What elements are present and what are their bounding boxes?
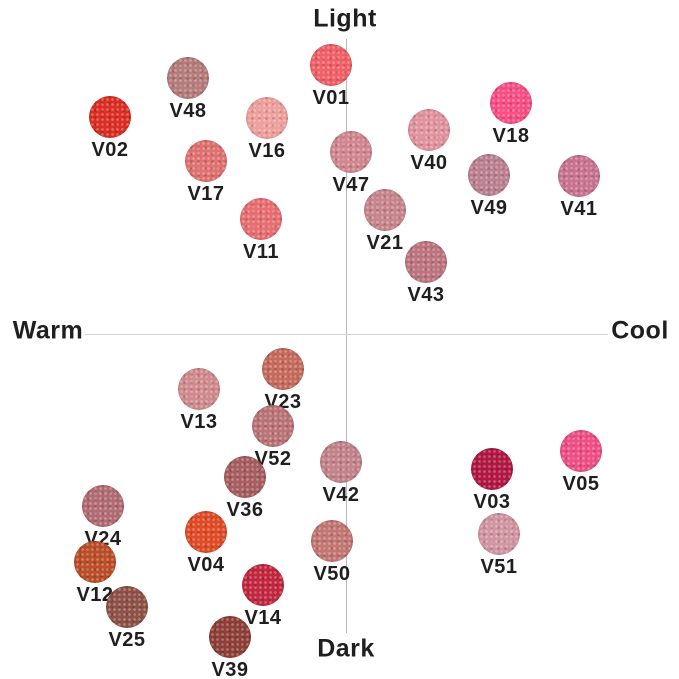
shade-color-circle-icon bbox=[310, 44, 352, 86]
shade-swatch-v12: V12 bbox=[74, 541, 116, 606]
shade-label: V48 bbox=[169, 100, 207, 122]
shade-swatch-v02: V02 bbox=[89, 96, 131, 161]
shade-color-circle-icon bbox=[89, 96, 131, 138]
axis-label-warm: Warm bbox=[12, 316, 84, 345]
shade-color-circle-icon bbox=[82, 485, 124, 527]
shade-label: V05 bbox=[562, 473, 600, 495]
shade-label: V36 bbox=[226, 499, 264, 521]
shade-label: V41 bbox=[560, 198, 598, 220]
shade-swatch-v17: V17 bbox=[185, 140, 227, 205]
shade-swatch-v16: V16 bbox=[246, 97, 288, 162]
shade-swatch-v48: V48 bbox=[167, 57, 209, 122]
shade-label: V13 bbox=[180, 411, 218, 433]
shade-color-circle-icon bbox=[468, 154, 510, 196]
shade-label: V03 bbox=[473, 491, 511, 513]
shade-label: V51 bbox=[480, 556, 518, 578]
shade-swatch-v42: V42 bbox=[320, 441, 362, 506]
shade-swatch-v47: V47 bbox=[330, 131, 372, 196]
shade-color-circle-icon bbox=[311, 520, 353, 562]
shade-swatch-v18: V18 bbox=[490, 82, 532, 147]
shade-swatch-v25: V25 bbox=[106, 586, 148, 651]
shade-color-circle-icon bbox=[167, 57, 209, 99]
vertical-axis-line bbox=[346, 39, 347, 633]
shade-color-circle-icon bbox=[490, 82, 532, 124]
shade-color-circle-icon bbox=[224, 456, 266, 498]
shade-swatch-v04: V04 bbox=[185, 511, 227, 576]
shade-swatch-v40: V40 bbox=[408, 109, 450, 174]
shade-swatch-v05: V05 bbox=[560, 430, 602, 495]
shade-color-circle-icon bbox=[405, 241, 447, 283]
shade-label: V47 bbox=[332, 174, 370, 196]
shade-label: V18 bbox=[492, 125, 530, 147]
shade-label: V52 bbox=[254, 448, 292, 470]
shade-color-circle-icon bbox=[106, 586, 148, 628]
shade-swatch-v11: V11 bbox=[240, 198, 282, 263]
shade-color-circle-icon bbox=[242, 564, 284, 606]
shade-label: V01 bbox=[312, 87, 350, 109]
axis-label-cool: Cool bbox=[611, 316, 669, 345]
shade-swatch-v03: V03 bbox=[471, 448, 513, 513]
shade-color-circle-icon bbox=[178, 368, 220, 410]
shade-color-circle-icon bbox=[246, 97, 288, 139]
shade-color-circle-icon bbox=[560, 430, 602, 472]
shade-color-circle-icon bbox=[408, 109, 450, 151]
shade-swatch-v13: V13 bbox=[178, 368, 220, 433]
shade-color-circle-icon bbox=[364, 189, 406, 231]
shade-swatch-v43: V43 bbox=[405, 241, 447, 306]
shade-label: V42 bbox=[322, 484, 360, 506]
shade-color-circle-icon bbox=[471, 448, 513, 490]
shade-label: V39 bbox=[211, 659, 249, 679]
shade-label: V40 bbox=[410, 152, 448, 174]
shade-swatch-v01: V01 bbox=[310, 44, 352, 109]
shade-swatch-v50: V50 bbox=[311, 520, 353, 585]
shade-color-circle-icon bbox=[330, 131, 372, 173]
shade-label: V12 bbox=[76, 584, 114, 606]
shade-label: V21 bbox=[366, 232, 404, 254]
shade-color-circle-icon bbox=[478, 513, 520, 555]
shade-color-circle-icon bbox=[74, 541, 116, 583]
shade-label: V04 bbox=[187, 554, 225, 576]
shade-label: V49 bbox=[470, 197, 508, 219]
shade-swatch-v14: V14 bbox=[242, 564, 284, 629]
shade-color-circle-icon bbox=[558, 155, 600, 197]
axis-label-light: Light bbox=[313, 4, 377, 33]
shade-swatch-v36: V36 bbox=[224, 456, 266, 521]
shade-label: V14 bbox=[244, 607, 282, 629]
shade-swatch-v21: V21 bbox=[364, 189, 406, 254]
shade-swatch-v52: V52 bbox=[252, 405, 294, 470]
shade-color-circle-icon bbox=[185, 140, 227, 182]
shade-swatch-v23: V23 bbox=[262, 348, 304, 413]
shade-color-circle-icon bbox=[320, 441, 362, 483]
shade-color-circle-icon bbox=[209, 616, 251, 658]
shade-color-circle-icon bbox=[185, 511, 227, 553]
shade-label: V25 bbox=[108, 629, 146, 651]
shade-swatch-v49: V49 bbox=[468, 154, 510, 219]
shade-label: V17 bbox=[187, 183, 225, 205]
shade-swatch-v24: V24 bbox=[82, 485, 124, 550]
shade-swatch-v41: V41 bbox=[558, 155, 600, 220]
axis-label-dark: Dark bbox=[317, 634, 375, 663]
shade-label: V16 bbox=[248, 140, 286, 162]
shade-label: V02 bbox=[91, 139, 129, 161]
shade-color-circle-icon bbox=[262, 348, 304, 390]
shade-label: V50 bbox=[313, 563, 351, 585]
shade-label: V43 bbox=[407, 284, 445, 306]
shade-color-circle-icon bbox=[240, 198, 282, 240]
horizontal-axis-line bbox=[85, 334, 608, 335]
shade-color-circle-icon bbox=[252, 405, 294, 447]
shade-swatch-v39: V39 bbox=[209, 616, 251, 679]
shade-swatch-v51: V51 bbox=[478, 513, 520, 578]
shade-label: V11 bbox=[243, 241, 279, 263]
